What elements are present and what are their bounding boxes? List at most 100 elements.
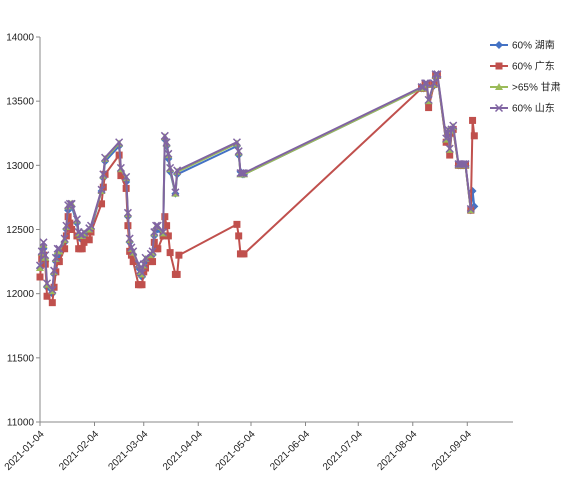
data-point xyxy=(55,244,64,253)
data-point xyxy=(36,273,44,281)
data-point xyxy=(129,247,138,256)
data-point xyxy=(61,245,69,253)
data-point xyxy=(101,170,109,178)
y-tick-label: 12500 xyxy=(6,225,34,236)
data-point xyxy=(159,228,168,237)
legend-item: 60% 湖南 xyxy=(490,39,555,52)
y-tick-label: 12000 xyxy=(6,289,34,300)
data-point xyxy=(153,221,162,230)
data-point xyxy=(141,253,150,262)
data-point xyxy=(149,258,157,266)
data-point xyxy=(98,200,106,208)
legend-marker xyxy=(495,41,503,49)
data-point xyxy=(137,269,147,278)
data-point xyxy=(469,116,477,124)
data-point xyxy=(442,134,451,143)
data-point xyxy=(173,270,181,278)
data-point xyxy=(173,166,182,175)
y-tick-label: 13500 xyxy=(6,97,34,108)
data-point xyxy=(424,95,433,104)
data-point xyxy=(175,251,183,259)
data-point xyxy=(138,281,146,289)
data-point xyxy=(72,215,81,224)
y-tick-label: 14000 xyxy=(6,33,34,44)
data-point xyxy=(429,79,438,88)
data-point xyxy=(443,125,452,134)
data-point xyxy=(99,170,108,179)
data-point xyxy=(60,234,69,243)
data-point xyxy=(234,147,243,156)
data-point xyxy=(239,169,249,178)
data-point xyxy=(164,232,172,240)
legend-marker xyxy=(495,62,503,70)
data-point xyxy=(152,221,161,230)
data-point xyxy=(425,104,433,112)
data-point xyxy=(171,188,180,197)
data-point xyxy=(62,221,71,230)
data-point xyxy=(240,250,248,258)
legend-marker xyxy=(495,83,503,90)
x-tick-label: 2021-06-04 xyxy=(268,429,312,473)
data-point xyxy=(161,213,169,221)
chart-series xyxy=(35,70,479,307)
data-point xyxy=(53,244,62,253)
data-point xyxy=(48,299,56,307)
x-tick-label: 2021-02-04 xyxy=(57,429,101,473)
data-point xyxy=(150,228,159,237)
data-point xyxy=(139,260,148,269)
data-point xyxy=(457,160,467,169)
data-point xyxy=(470,132,478,140)
data-point xyxy=(236,169,245,178)
data-point xyxy=(67,199,76,208)
data-point xyxy=(461,160,470,169)
data-point xyxy=(446,151,454,159)
data-point xyxy=(35,261,45,270)
y-tick-label: 11000 xyxy=(7,418,35,429)
data-point xyxy=(166,163,175,172)
data-point xyxy=(43,292,51,300)
data-point xyxy=(39,238,48,247)
data-point xyxy=(129,258,137,266)
data-point xyxy=(79,228,88,237)
x-tick-label: 2021-01-04 xyxy=(3,429,47,473)
data-point xyxy=(233,220,241,228)
data-point xyxy=(235,232,243,240)
data-point xyxy=(101,153,110,162)
data-point xyxy=(117,172,125,180)
data-point xyxy=(449,121,458,130)
x-tick-label: 2021-04-04 xyxy=(161,429,205,473)
data-point xyxy=(78,245,86,253)
data-point xyxy=(148,247,157,256)
legend-marker xyxy=(494,103,504,113)
legend-label: 60% 广东 xyxy=(512,60,555,73)
data-point xyxy=(459,160,468,169)
data-point xyxy=(50,266,59,275)
data-point xyxy=(232,138,241,147)
data-point xyxy=(154,245,162,253)
data-point xyxy=(160,131,169,140)
y-tick-label: 11500 xyxy=(7,353,35,364)
x-tick-label: 2021-09-04 xyxy=(430,429,474,473)
data-point xyxy=(116,163,125,172)
data-point xyxy=(431,70,440,79)
data-point xyxy=(43,279,52,288)
data-point xyxy=(238,169,247,178)
data-point xyxy=(41,251,50,260)
series-4 xyxy=(35,70,475,294)
x-tick-label: 2021-07-04 xyxy=(321,429,365,473)
chart-legend: 60% 湖南 60% 广东 >65% 甘肃 60% 山东 xyxy=(490,39,561,115)
data-point xyxy=(466,204,475,213)
legend-label: >65% 甘肃 xyxy=(512,81,561,94)
x-tick-label: 2021-05-04 xyxy=(214,429,258,473)
data-point xyxy=(48,285,57,294)
data-point xyxy=(97,185,106,194)
data-point xyxy=(421,79,430,88)
data-point xyxy=(65,199,74,208)
data-point xyxy=(86,221,96,230)
data-point xyxy=(80,238,88,246)
data-point xyxy=(433,70,442,79)
data-point xyxy=(115,138,124,147)
y-tick-label: 13000 xyxy=(6,161,34,172)
data-point xyxy=(422,79,431,88)
